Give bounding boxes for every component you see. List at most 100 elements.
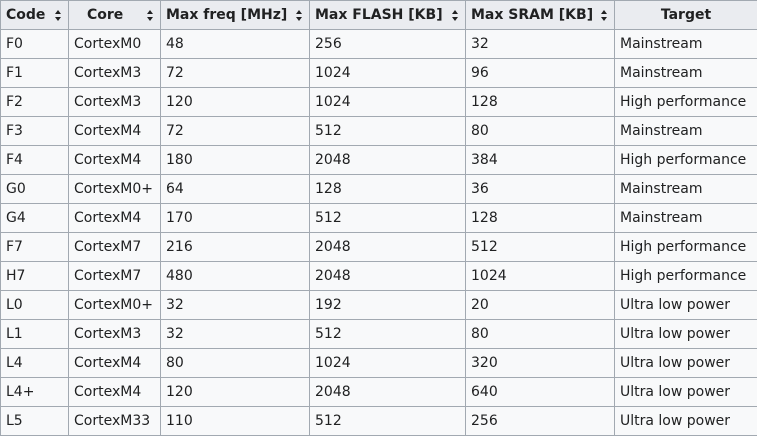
table-row: G4 CortexM4 170 512 128 Mainstream xyxy=(0,203,757,233)
sort-updown-icon[interactable] xyxy=(55,10,62,21)
cell-max-flash: 2048 xyxy=(309,377,466,407)
table-header: Code Core Max freq [MHz] Max FLASH [KB] … xyxy=(0,0,757,30)
cell-core: CortexM4 xyxy=(68,116,161,146)
cell-max-freq: 480 xyxy=(160,261,310,291)
column-header-core[interactable]: Core xyxy=(68,0,161,30)
cell-target: Mainstream xyxy=(614,29,757,59)
cell-max-sram: 80 xyxy=(465,116,615,146)
table-row: F4 CortexM4 180 2048 384 High performance xyxy=(0,145,757,175)
cell-max-freq: 170 xyxy=(160,203,310,233)
table-body: F0 CortexM0 48 256 32 Mainstream F1 CortexM3 72 1… xyxy=(0,29,757,436)
table-row: F7 CortexM7 216 2048 512 High performance xyxy=(0,232,757,262)
cell-max-flash: 128 xyxy=(309,174,466,204)
cell-max-sram: 384 xyxy=(465,145,615,175)
column-header-label: Core xyxy=(87,7,124,23)
column-header-label: Max SRAM [KB] xyxy=(471,7,594,23)
cell-target: Ultra low power xyxy=(614,319,757,349)
cell-max-sram: 1024 xyxy=(465,261,615,291)
cell-max-flash: 256 xyxy=(309,29,466,59)
cell-target: Ultra low power xyxy=(614,348,757,378)
cell-code: H7 xyxy=(0,261,69,291)
cell-max-sram: 36 xyxy=(465,174,615,204)
cell-target: High performance xyxy=(614,145,757,175)
column-header-label: Max freq [MHz] xyxy=(166,7,288,23)
cell-code: F1 xyxy=(0,58,69,88)
cell-max-sram: 640 xyxy=(465,377,615,407)
cell-max-flash: 512 xyxy=(309,116,466,146)
cell-target: Mainstream xyxy=(614,58,757,88)
cell-core: CortexM4 xyxy=(68,377,161,407)
cell-max-flash: 1024 xyxy=(309,58,466,88)
cell-max-flash: 192 xyxy=(309,290,466,320)
cell-code: F3 xyxy=(0,116,69,146)
cell-max-freq: 32 xyxy=(160,290,310,320)
cell-target: Mainstream xyxy=(614,203,757,233)
cell-max-flash: 1024 xyxy=(309,348,466,378)
cell-max-sram: 32 xyxy=(465,29,615,59)
cell-code: F0 xyxy=(0,29,69,59)
column-header-code[interactable]: Code xyxy=(0,0,69,30)
cell-max-freq: 80 xyxy=(160,348,310,378)
table-row: L5 CortexM33 110 512 256 Ultra low power xyxy=(0,406,757,436)
cell-max-flash: 512 xyxy=(309,406,466,436)
table-row: F3 CortexM4 72 512 80 Mainstream xyxy=(0,116,757,146)
header-row: Code Core Max freq [MHz] Max FLASH [KB] … xyxy=(0,0,757,30)
sort-updown-icon[interactable] xyxy=(452,10,459,21)
cell-max-flash: 512 xyxy=(309,203,466,233)
cell-code: F2 xyxy=(0,87,69,117)
table-row: F1 CortexM3 72 1024 96 Mainstream xyxy=(0,58,757,88)
table-row: H7 CortexM7 480 2048 1024 High performance xyxy=(0,261,757,291)
cell-code: G4 xyxy=(0,203,69,233)
cell-core: CortexM4 xyxy=(68,203,161,233)
cell-code: G0 xyxy=(0,174,69,204)
cell-core: CortexM4 xyxy=(68,145,161,175)
cell-code: F4 xyxy=(0,145,69,175)
cell-code: L5 xyxy=(0,406,69,436)
cell-code: L1 xyxy=(0,319,69,349)
cell-max-sram: 512 xyxy=(465,232,615,262)
cell-target: Ultra low power xyxy=(614,406,757,436)
cell-max-sram: 128 xyxy=(465,87,615,117)
cell-max-freq: 120 xyxy=(160,87,310,117)
cell-max-freq: 216 xyxy=(160,232,310,262)
cell-core: CortexM7 xyxy=(68,261,161,291)
cell-max-freq: 48 xyxy=(160,29,310,59)
cell-max-sram: 96 xyxy=(465,58,615,88)
cell-max-freq: 72 xyxy=(160,58,310,88)
cell-code: L4 xyxy=(0,348,69,378)
cell-core: CortexM7 xyxy=(68,232,161,262)
cell-target: Ultra low power xyxy=(614,377,757,407)
table-row: G0 CortexM0+ 64 128 36 Mainstream xyxy=(0,174,757,204)
table-row: F2 CortexM3 120 1024 128 High performance xyxy=(0,87,757,117)
cell-core: CortexM33 xyxy=(68,406,161,436)
cell-code: F7 xyxy=(0,232,69,262)
cell-max-flash: 512 xyxy=(309,319,466,349)
cell-target: High performance xyxy=(614,232,757,262)
cell-core: CortexM3 xyxy=(68,319,161,349)
cell-max-freq: 64 xyxy=(160,174,310,204)
sort-updown-icon[interactable] xyxy=(147,10,154,21)
cell-max-freq: 180 xyxy=(160,145,310,175)
sort-updown-icon[interactable] xyxy=(601,10,608,21)
cell-core: CortexM3 xyxy=(68,87,161,117)
column-header-max-flash[interactable]: Max FLASH [KB] xyxy=(309,0,466,30)
cell-max-flash: 1024 xyxy=(309,87,466,117)
sort-updown-icon[interactable] xyxy=(296,10,303,21)
cell-max-flash: 2048 xyxy=(309,145,466,175)
cell-core: CortexM4 xyxy=(68,348,161,378)
cell-code: L4+ xyxy=(0,377,69,407)
cell-core: CortexM0+ xyxy=(68,174,161,204)
cell-core: CortexM0+ xyxy=(68,290,161,320)
column-header-max-freq[interactable]: Max freq [MHz] xyxy=(160,0,310,30)
column-header-max-sram[interactable]: Max SRAM [KB] xyxy=(465,0,615,30)
cell-target: Ultra low power xyxy=(614,290,757,320)
cell-max-sram: 80 xyxy=(465,319,615,349)
cell-target: High performance xyxy=(614,261,757,291)
column-header-target: Target xyxy=(614,0,757,30)
cell-max-flash: 2048 xyxy=(309,261,466,291)
table-row: L0 CortexM0+ 32 192 20 Ultra low power xyxy=(0,290,757,320)
column-header-label: Target xyxy=(660,7,712,23)
cell-target: Mainstream xyxy=(614,174,757,204)
table-row: F0 CortexM0 48 256 32 Mainstream xyxy=(0,29,757,59)
